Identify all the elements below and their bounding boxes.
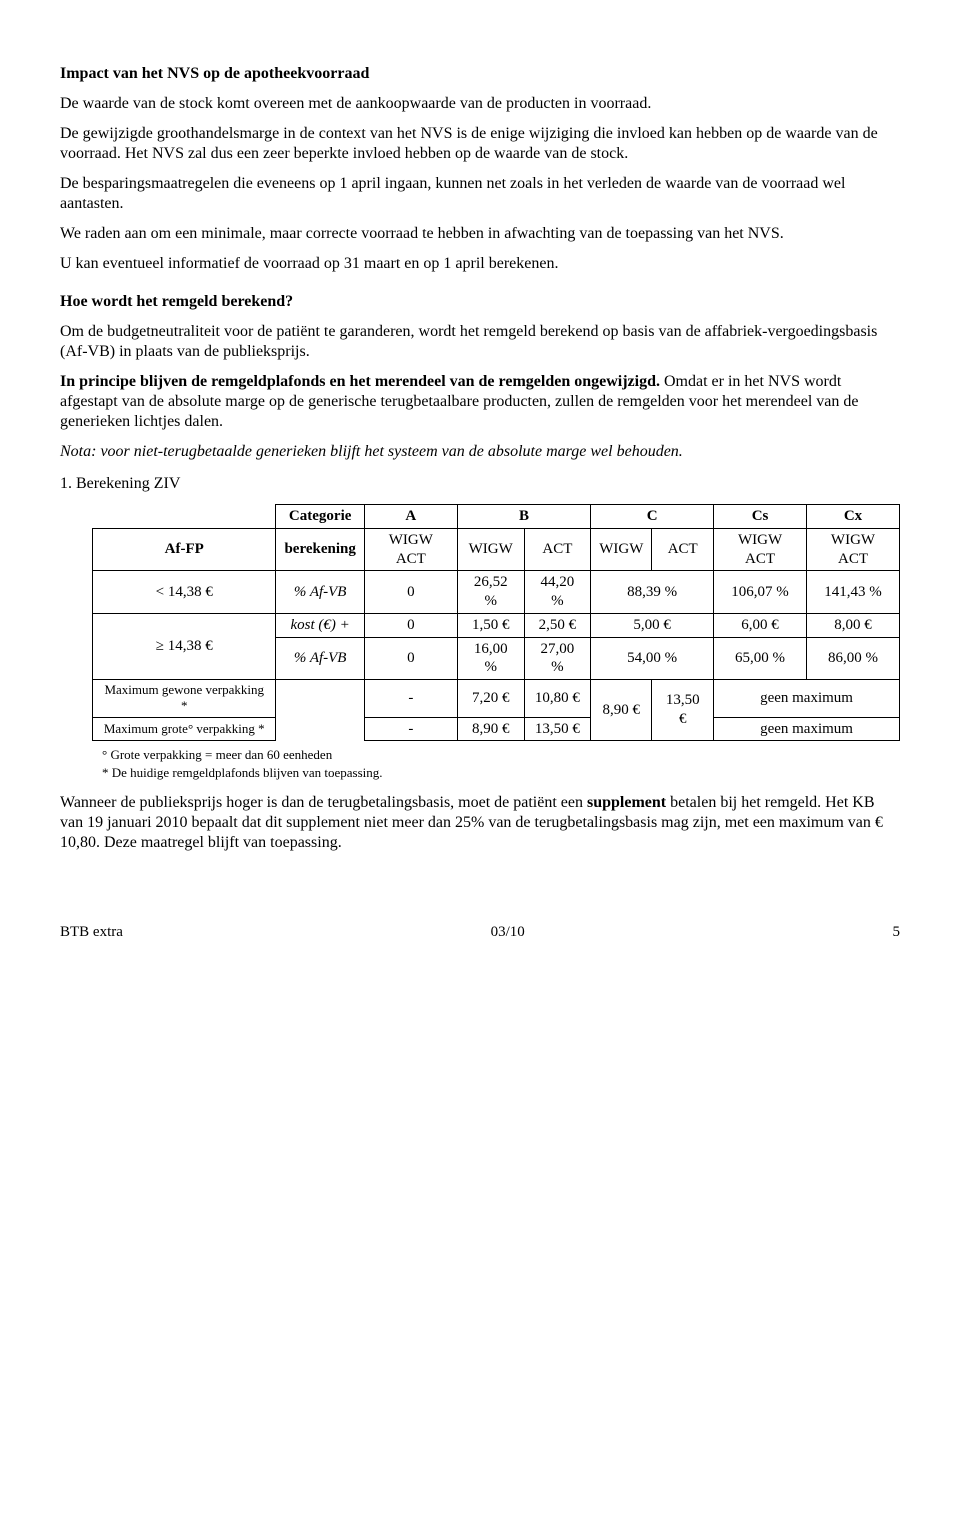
heading-remgeld: Hoe wordt het remgeld berekend? — [60, 292, 900, 312]
table-cell: 1,50 € — [457, 613, 524, 637]
para-7: In principe blijven de remgeldplafonds e… — [60, 372, 900, 432]
table-cell: geen maximum — [714, 680, 900, 718]
page-footer: BTB extra 03/10 5 — [60, 923, 900, 942]
table-cell: 8,00 € — [807, 613, 900, 637]
footer-left: BTB extra — [60, 923, 123, 942]
col-cx: Cx — [807, 505, 900, 529]
table-cell: 8,90 € — [591, 680, 652, 741]
table-cell: ≥ 14,38 € — [93, 613, 276, 679]
table-cell: 106,07 % — [714, 571, 807, 614]
table-row: ≥ 14,38 € kost (€) + 0 1,50 € 2,50 € 5,0… — [93, 613, 900, 637]
table-cell: 141,43 % — [807, 571, 900, 614]
ziv-table: Categorie A B C Cs Cx Af-FP berekening W… — [92, 504, 900, 741]
table-cell: 65,00 % — [714, 637, 807, 680]
table-cell: 0 — [364, 613, 457, 637]
table-cell: - — [364, 680, 457, 718]
table-cell: kost (€) + — [276, 613, 364, 637]
table-cell: 13,50 € — [524, 717, 591, 741]
para-9-a: Wanneer de publieksprijs hoger is dan de… — [60, 794, 587, 811]
table-cell: 6,00 € — [714, 613, 807, 637]
table-cell: 0 — [364, 637, 457, 680]
subcol-c-act: ACT — [652, 528, 714, 571]
table-cell: 10,80 € — [524, 680, 591, 718]
subcol-cs: WIGW ACT — [714, 528, 807, 571]
table-footnotes: ° Grote verpakking = meer dan 60 eenhede… — [102, 747, 900, 781]
subcol-cx: WIGW ACT — [807, 528, 900, 571]
heading-impact: Impact van het NVS op de apotheekvoorraa… — [60, 64, 900, 84]
table-cell: < 14,38 € — [93, 571, 276, 614]
col-c: C — [591, 505, 714, 529]
para-1: De waarde van de stock komt overeen met … — [60, 94, 900, 114]
ziv-table-wrap: Categorie A B C Cs Cx Af-FP berekening W… — [92, 504, 900, 741]
footer-right: 5 — [892, 923, 900, 942]
table-cell: 2,50 € — [524, 613, 591, 637]
table-cell: 13,50 € — [652, 680, 714, 741]
table-cell: 26,52 % — [457, 571, 524, 614]
col-categorie: Categorie — [276, 505, 364, 529]
para-2: De gewijzigde groothandelsmarge in de co… — [60, 124, 900, 164]
row-affp-label: Af-FP — [93, 528, 276, 571]
row-berekening-label: berekening — [276, 528, 364, 571]
col-cs: Cs — [714, 505, 807, 529]
para-5: U kan eventueel informatief de voorraad … — [60, 254, 900, 274]
footnote-2: * De huidige remgeldplafonds blijven van… — [102, 765, 900, 781]
subcol-a: WIGW ACT — [364, 528, 457, 571]
subcol-c-wigw: WIGW — [591, 528, 652, 571]
col-b: B — [457, 505, 590, 529]
para-6: Om de budgetneutraliteit voor de patiënt… — [60, 322, 900, 362]
para-7-bold: In principe blijven de remgeldplafonds e… — [60, 373, 660, 390]
para-8-nota: Nota: voor niet-terugbetaalde generieken… — [60, 442, 900, 462]
table-cell: % Af-VB — [276, 637, 364, 680]
table-cell: 27,00 % — [524, 637, 591, 680]
para-4: We raden aan om een minimale, maar corre… — [60, 224, 900, 244]
para-3: De besparingsmaatregelen die eveneens op… — [60, 174, 900, 214]
table-cell: 8,90 € — [457, 717, 524, 741]
footer-center: 03/10 — [491, 923, 525, 942]
table-cell: 86,00 % — [807, 637, 900, 680]
para-9-supplement: supplement — [587, 794, 666, 811]
para-9: Wanneer de publieksprijs hoger is dan de… — [60, 793, 900, 853]
table-cell: Maximum grote° verpakking * — [93, 717, 276, 741]
table-row: < 14,38 € % Af-VB 0 26,52 % 44,20 % 88,3… — [93, 571, 900, 614]
table-row: Maximum grote° verpakking * - 8,90 € 13,… — [93, 717, 900, 741]
col-a: A — [364, 505, 457, 529]
table-cell: 16,00 % — [457, 637, 524, 680]
table-cell: 0 — [364, 571, 457, 614]
table-cell: % Af-VB — [276, 571, 364, 614]
table-cell: 7,20 € — [457, 680, 524, 718]
footnote-1: ° Grote verpakking = meer dan 60 eenhede… — [102, 747, 900, 763]
table-cell — [93, 505, 276, 529]
list-item-berekening-ziv: 1. Berekening ZIV — [60, 474, 900, 494]
subcol-b-wigw: WIGW — [457, 528, 524, 571]
table-cell: - — [364, 717, 457, 741]
table-cell: Maximum gewone verpakking * — [93, 680, 276, 718]
table-cell: 54,00 % — [591, 637, 714, 680]
table-cell: 88,39 % — [591, 571, 714, 614]
table-cell — [276, 717, 364, 741]
table-cell — [276, 680, 364, 718]
subcol-b-act: ACT — [524, 528, 591, 571]
table-cell: 44,20 % — [524, 571, 591, 614]
table-cell: 5,00 € — [591, 613, 714, 637]
table-row: Maximum gewone verpakking * - 7,20 € 10,… — [93, 680, 900, 718]
table-cell: geen maximum — [714, 717, 900, 741]
